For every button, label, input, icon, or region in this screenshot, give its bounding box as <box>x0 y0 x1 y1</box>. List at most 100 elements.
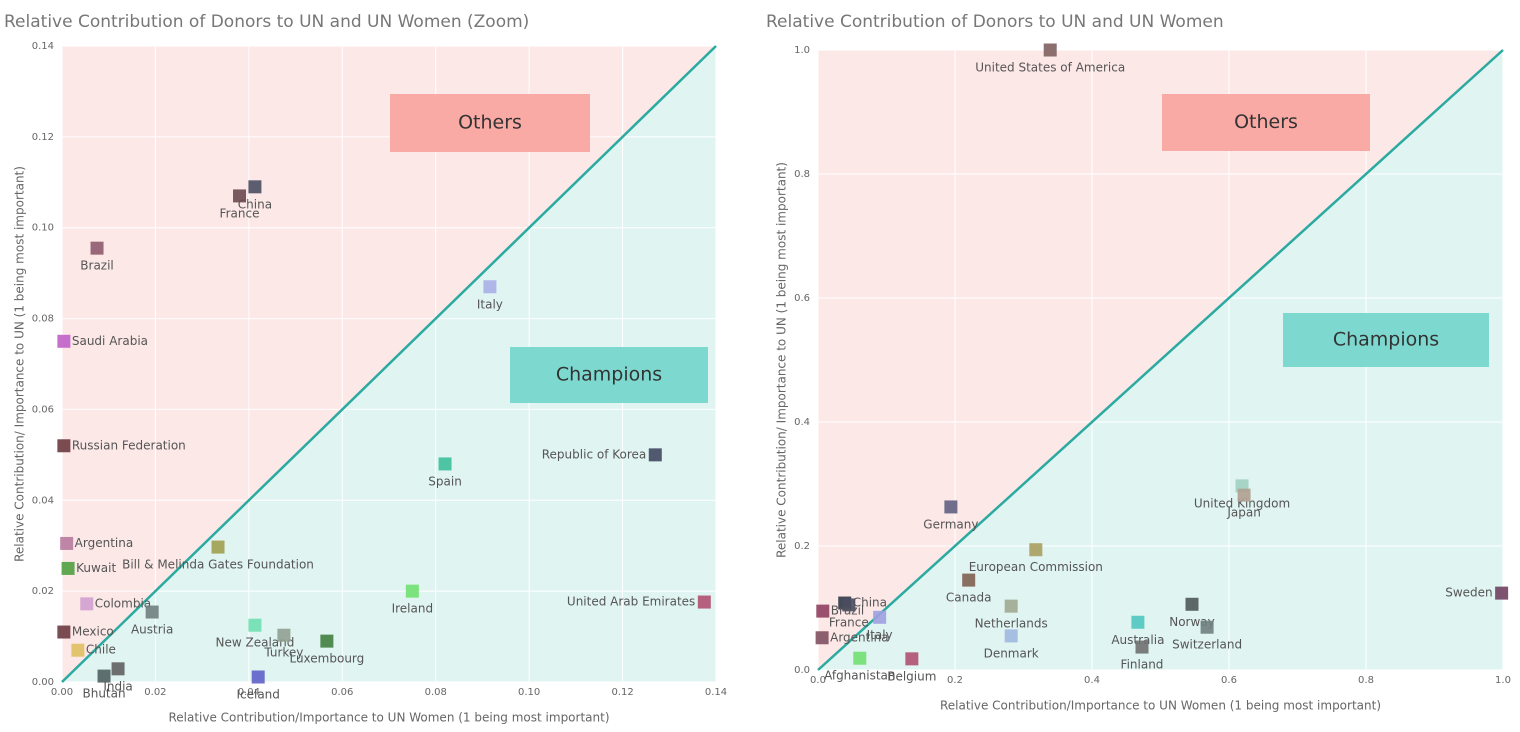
point-label: Afghanistan <box>824 669 895 683</box>
point-label: Canada <box>946 591 992 605</box>
point <box>1185 597 1199 611</box>
point <box>248 618 262 632</box>
point-label: China <box>238 197 272 211</box>
annotation: Champions <box>1333 329 1439 351</box>
x-axis-label: Relative Contribution/Importance to UN W… <box>940 699 1381 713</box>
point <box>57 334 71 348</box>
point <box>873 610 887 624</box>
point-label: Austria <box>131 623 173 637</box>
y-tick-label: 0.06 <box>32 404 54 415</box>
point-label: Italy <box>867 628 893 642</box>
point-label: Iceland <box>236 688 279 702</box>
point <box>1004 599 1018 613</box>
y-tick-label: 0.08 <box>32 314 54 325</box>
point <box>853 651 867 665</box>
point-label: France <box>220 206 260 220</box>
point <box>233 189 247 203</box>
point-label: Colombia <box>95 596 151 610</box>
point <box>905 652 919 666</box>
point-label: New Zealand <box>216 636 295 650</box>
point-label: Japan <box>1226 506 1260 520</box>
point <box>211 540 225 554</box>
y-tick-label: 0.04 <box>32 495 54 506</box>
y-tick-label: 0.8 <box>794 169 810 180</box>
point <box>944 500 958 514</box>
point <box>405 584 419 598</box>
point-label: Denmark <box>984 646 1039 660</box>
point-label: United Arab Emirates <box>567 595 695 609</box>
point <box>90 241 104 255</box>
annotation-box <box>1283 313 1489 367</box>
point-label: Spain <box>428 474 462 488</box>
point-label: China <box>853 596 887 610</box>
point <box>57 625 71 639</box>
point-label: Saudi Arabia <box>72 334 148 348</box>
y-tick-label: 0.2 <box>794 541 810 552</box>
x-tick-label: 0.4 <box>1084 675 1100 686</box>
x-tick-label: 0.02 <box>144 687 166 698</box>
point <box>1495 586 1509 600</box>
y-tick-label: 0.10 <box>32 223 54 234</box>
x-tick-label: 1.0 <box>1495 675 1511 686</box>
point-label: Kuwait <box>76 561 116 575</box>
y-tick-label: 0.14 <box>32 41 54 52</box>
point-label: Belgium <box>887 669 936 683</box>
point <box>842 598 856 612</box>
point <box>145 605 159 619</box>
point-label: Ireland <box>392 602 434 616</box>
point-label: Mexico <box>72 625 114 639</box>
point <box>815 631 829 645</box>
point-label: Argentina <box>830 630 889 644</box>
point <box>1043 43 1057 57</box>
point <box>438 457 452 471</box>
point-label: Switzerland <box>1172 638 1242 652</box>
point-label: France <box>829 615 869 629</box>
point <box>320 634 334 648</box>
annotation-box <box>390 94 590 152</box>
x-tick-label: 0.8 <box>1358 675 1374 686</box>
x-tick-label: 0.6 <box>1221 675 1237 686</box>
annotation: Others <box>458 112 522 134</box>
point <box>1029 543 1043 557</box>
x-tick-label: 0.14 <box>705 687 727 698</box>
annotation-box <box>1162 94 1370 151</box>
chart-title: Relative Contribution of Donors to UN an… <box>766 12 1224 32</box>
point <box>483 280 497 294</box>
point <box>97 669 111 683</box>
y-tick-label: 1.0 <box>794 45 810 56</box>
x-axis-label: Relative Contribution/Importance to UN W… <box>168 711 609 725</box>
y-tick-label: 0.12 <box>32 132 54 143</box>
point-label: Australia <box>1111 633 1164 647</box>
point-label: Brazil <box>80 259 114 273</box>
diagonal <box>817 49 1504 671</box>
y-tick-label: 0.6 <box>794 293 810 304</box>
point-label: Finland <box>1121 658 1164 672</box>
diagonal <box>61 45 717 683</box>
x-tick-label: 0.00 <box>51 687 73 698</box>
annotation: Champions <box>556 364 662 386</box>
x-tick-label: 0.06 <box>331 687 353 698</box>
annotation: Others <box>1234 111 1298 133</box>
point-label: Argentina <box>75 536 134 550</box>
point-label: Netherlands <box>975 617 1048 631</box>
x-tick-label: 0.08 <box>425 687 447 698</box>
point-label: Germany <box>923 517 978 531</box>
x-tick-label: 0.10 <box>518 687 540 698</box>
point-label: European Commission <box>969 560 1103 574</box>
point-label: Republic of Korea <box>542 447 647 461</box>
point <box>1135 640 1149 654</box>
y-axis-label: Relative Contribution/ Importance to UN … <box>775 162 789 558</box>
point <box>111 662 125 676</box>
point-label: India <box>103 679 132 693</box>
point <box>251 670 265 684</box>
point-label: Russian Federation <box>72 438 186 452</box>
x-tick-label: 0.0 <box>810 675 826 686</box>
point <box>1200 620 1214 634</box>
point-label: Chile <box>86 643 116 657</box>
chart-title: Relative Contribution of Donors to UN an… <box>4 12 529 32</box>
y-tick-label: 0.00 <box>32 677 54 688</box>
point <box>648 448 662 462</box>
point <box>1004 629 1018 643</box>
x-tick-label: 0.2 <box>947 675 963 686</box>
point <box>60 536 74 550</box>
